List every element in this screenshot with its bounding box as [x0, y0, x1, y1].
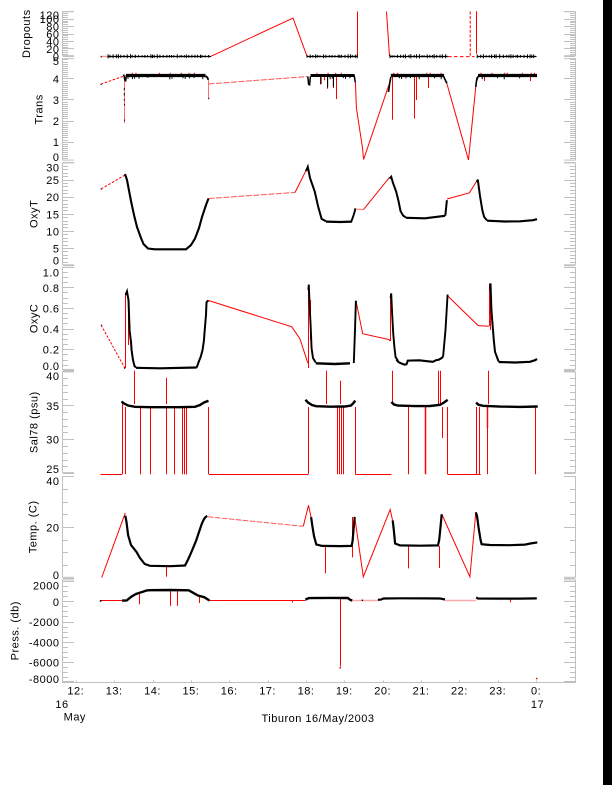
svg-text:0.4: 0.4	[43, 324, 60, 336]
svg-text:0.2: 0.2	[43, 345, 60, 357]
svg-text:100: 100	[40, 14, 60, 26]
svg-text:-2000: -2000	[29, 617, 60, 629]
svg-text:25: 25	[46, 464, 59, 476]
svg-text:0: 0	[53, 597, 60, 609]
svg-text:May: May	[64, 712, 86, 724]
svg-text:60: 60	[46, 29, 59, 41]
svg-text:5: 5	[53, 56, 60, 68]
svg-text:30: 30	[46, 435, 59, 447]
svg-text:35: 35	[46, 401, 59, 413]
svg-text:20:: 20:	[374, 686, 391, 698]
svg-text:21:: 21:	[413, 686, 430, 698]
svg-text:15:: 15:	[183, 686, 200, 698]
svg-text:0:: 0:	[531, 686, 541, 698]
svg-text:17:: 17:	[259, 686, 276, 698]
svg-text:30: 30	[46, 163, 59, 175]
svg-text:16: 16	[55, 699, 68, 711]
svg-text:Temp. (C): Temp. (C)	[28, 501, 40, 554]
svg-text:OxyT: OxyT	[29, 200, 41, 228]
svg-text:15: 15	[46, 209, 59, 221]
svg-text:3: 3	[53, 95, 60, 107]
svg-text:16:: 16:	[221, 686, 238, 698]
svg-text:2: 2	[53, 116, 60, 128]
svg-text:25: 25	[46, 175, 59, 187]
svg-text:120: 120	[40, 10, 60, 22]
svg-text:10: 10	[46, 226, 59, 238]
svg-text:20: 20	[46, 44, 59, 56]
svg-text:1.0: 1.0	[43, 267, 60, 279]
svg-text:0: 0	[53, 256, 60, 268]
svg-text:18:: 18:	[298, 686, 315, 698]
svg-text:0: 0	[53, 570, 60, 582]
svg-text:14:: 14:	[144, 686, 161, 698]
svg-text:4: 4	[53, 74, 60, 86]
svg-text:40: 40	[46, 476, 59, 488]
svg-text:12:: 12:	[67, 686, 84, 698]
svg-text:5: 5	[53, 244, 60, 256]
svg-text:19:: 19:	[336, 686, 353, 698]
svg-text:-6000: -6000	[29, 658, 60, 670]
svg-text:0.6: 0.6	[43, 303, 60, 315]
svg-text:23:: 23:	[489, 686, 506, 698]
svg-text:-8000: -8000	[29, 674, 60, 686]
svg-text:-4000: -4000	[29, 637, 60, 649]
svg-text:22:: 22:	[451, 686, 468, 698]
svg-text:Press. (db): Press. (db)	[10, 601, 22, 660]
svg-text:40: 40	[46, 371, 59, 383]
svg-text:80: 80	[46, 22, 59, 34]
svg-text:0: 0	[53, 51, 60, 63]
svg-text:20: 20	[46, 192, 59, 204]
svg-text:Dropouts: Dropouts	[21, 9, 33, 58]
svg-text:0.8: 0.8	[43, 283, 60, 295]
svg-text:20: 20	[46, 523, 59, 535]
svg-text:Trans: Trans	[34, 94, 46, 124]
svg-text:2000: 2000	[33, 581, 59, 593]
svg-text:Tiburon 16/May/2003: Tiburon 16/May/2003	[261, 713, 374, 725]
svg-text:1: 1	[53, 137, 60, 149]
svg-text:0: 0	[53, 152, 60, 164]
svg-text:17: 17	[531, 699, 544, 711]
svg-text:40: 40	[46, 37, 59, 49]
svg-text:0.0: 0.0	[43, 361, 60, 373]
svg-text:Sal78 (psu): Sal78 (psu)	[29, 391, 41, 453]
svg-text:OxyC: OxyC	[29, 304, 41, 334]
svg-text:13:: 13:	[106, 686, 123, 698]
